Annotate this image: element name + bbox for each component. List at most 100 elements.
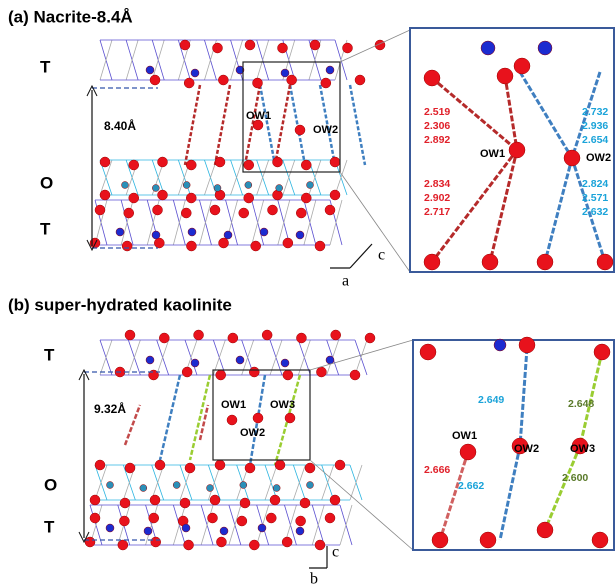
water-label: OW2: [313, 124, 338, 136]
atom: [592, 532, 608, 548]
layer-label: T: [40, 219, 51, 238]
bond: [290, 85, 305, 165]
atom: [240, 498, 250, 508]
atom: [276, 185, 283, 192]
water-label: OW1: [452, 430, 477, 442]
layer-label: O: [44, 475, 57, 494]
layer-label: T: [44, 517, 55, 536]
distance: 2.649: [478, 394, 504, 406]
atom: [482, 254, 498, 270]
atom: [296, 527, 304, 535]
atom: [85, 537, 95, 547]
atom: [281, 69, 289, 77]
panel-title: (a) Nacrite-8.4Å: [8, 7, 133, 26]
bond: [275, 85, 290, 165]
atom: [481, 41, 495, 55]
atom: [296, 231, 304, 239]
atom: [538, 41, 552, 55]
atom: [119, 516, 129, 526]
atom: [122, 182, 129, 189]
atom: [258, 524, 266, 532]
distance: 2.824: [582, 178, 608, 190]
atom: [497, 68, 513, 84]
atom: [155, 460, 165, 470]
layer-label: O: [40, 173, 53, 192]
atom: [273, 190, 283, 200]
atom: [207, 485, 214, 492]
bond: [215, 85, 230, 165]
figure: (a) Nacrite-8.4Å T O T 8.40Å OW1 OW2 a c…: [0, 0, 615, 587]
atom: [301, 193, 311, 203]
water-label: OW3: [270, 399, 295, 411]
atom: [287, 75, 297, 85]
atom: [150, 75, 160, 85]
atom: [249, 540, 259, 550]
atom: [116, 228, 124, 236]
atom: [181, 208, 191, 218]
bond: [185, 85, 200, 165]
atom: [310, 40, 320, 50]
atom: [107, 482, 114, 489]
atom: [90, 495, 100, 505]
atom: [236, 356, 244, 364]
atom: [149, 513, 159, 523]
distance: 2.892: [424, 134, 450, 146]
atom: [514, 58, 530, 74]
atom: [216, 537, 226, 547]
water-label: OW2: [514, 443, 539, 455]
atom: [494, 339, 506, 351]
atom: [321, 78, 331, 88]
atom: [182, 524, 190, 532]
atom: [218, 75, 228, 85]
distance: 2.936: [582, 120, 608, 132]
atom: [597, 254, 613, 270]
atom: [100, 190, 110, 200]
water-label: OW1: [480, 148, 505, 160]
atom: [245, 40, 255, 50]
distance: 2.632: [582, 206, 608, 218]
atom: [158, 190, 168, 200]
atom: [270, 495, 280, 505]
bond: [190, 375, 210, 460]
distance: 2.648: [568, 398, 594, 410]
atom: [460, 444, 476, 460]
atom: [151, 537, 161, 547]
atom: [154, 238, 164, 248]
atom: [350, 370, 360, 380]
atom: [266, 513, 276, 523]
atom: [273, 157, 283, 167]
atom: [594, 344, 610, 360]
atom: [275, 460, 285, 470]
panel-title: (b) super-hydrated kaolinite: [8, 295, 232, 314]
atom: [343, 43, 353, 53]
atom: [245, 463, 255, 473]
distance: 2.306: [424, 120, 450, 132]
bond: [125, 405, 140, 445]
atom: [124, 208, 134, 218]
atom: [420, 344, 436, 360]
atom: [300, 498, 310, 508]
atom: [316, 367, 326, 377]
bond: [340, 172, 410, 272]
distance: 2.662: [458, 480, 484, 492]
atom: [186, 193, 196, 203]
atom: [173, 482, 180, 489]
atom: [129, 193, 139, 203]
axis-label: a: [342, 273, 349, 290]
distance: 2.519: [424, 106, 450, 118]
atom: [365, 333, 375, 343]
atom: [335, 460, 345, 470]
atom: [315, 241, 325, 251]
atom: [106, 524, 114, 532]
atom: [509, 142, 525, 158]
atom: [296, 333, 306, 343]
atom: [140, 485, 147, 492]
axis-label: c: [332, 544, 339, 561]
atom: [100, 157, 110, 167]
atom: [191, 69, 199, 77]
atom: [214, 185, 221, 192]
water-label: OW1: [221, 399, 246, 411]
atom: [210, 495, 220, 505]
atom: [125, 330, 135, 340]
atom: [325, 513, 335, 523]
